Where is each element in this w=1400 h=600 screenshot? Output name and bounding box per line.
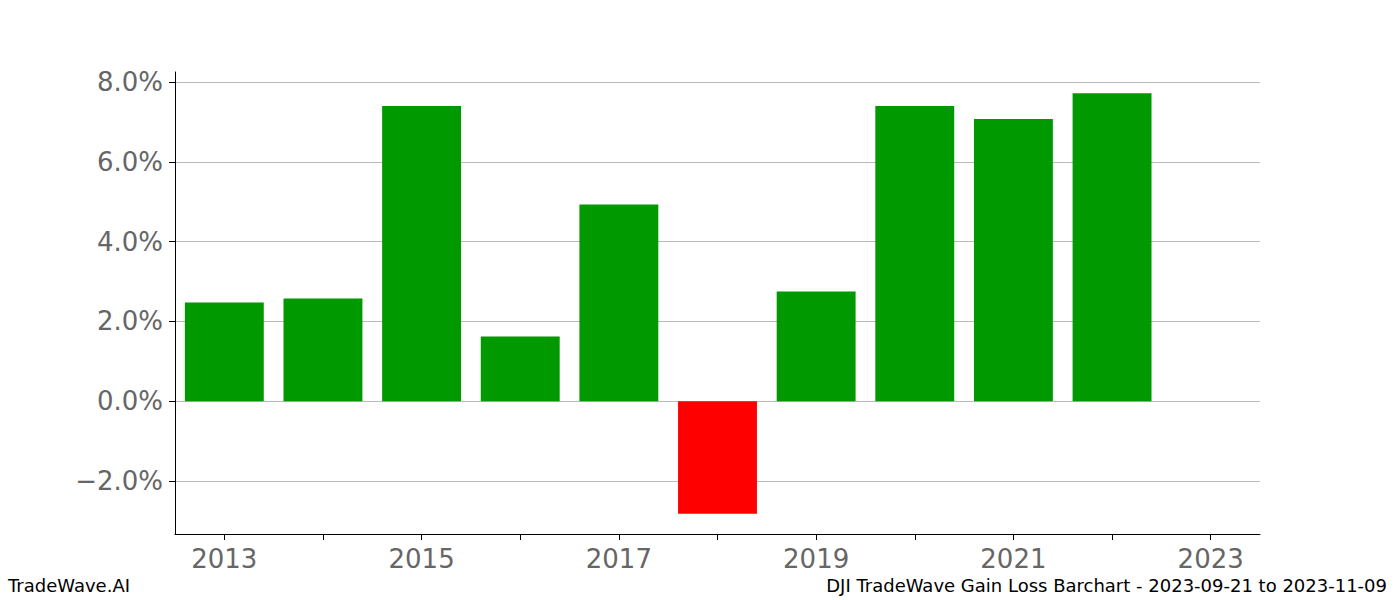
svg-text:2021: 2021 <box>980 544 1046 574</box>
svg-text:−2.0%: −2.0% <box>75 466 163 496</box>
svg-text:4.0%: 4.0% <box>97 227 163 257</box>
svg-text:8.0%: 8.0% <box>97 67 163 97</box>
svg-text:2.0%: 2.0% <box>97 306 163 336</box>
svg-text:2015: 2015 <box>389 544 455 574</box>
svg-text:TradeWave.AI: TradeWave.AI <box>7 575 130 596</box>
svg-text:2023: 2023 <box>1178 544 1244 574</box>
svg-text:2019: 2019 <box>783 544 849 574</box>
svg-text:DJI TradeWave Gain Loss Barcha: DJI TradeWave Gain Loss Barchart - 2023-… <box>826 575 1387 596</box>
svg-text:6.0%: 6.0% <box>97 147 163 177</box>
svg-text:2017: 2017 <box>586 544 652 574</box>
svg-text:0.0%: 0.0% <box>97 386 163 416</box>
svg-text:2013: 2013 <box>191 544 257 574</box>
